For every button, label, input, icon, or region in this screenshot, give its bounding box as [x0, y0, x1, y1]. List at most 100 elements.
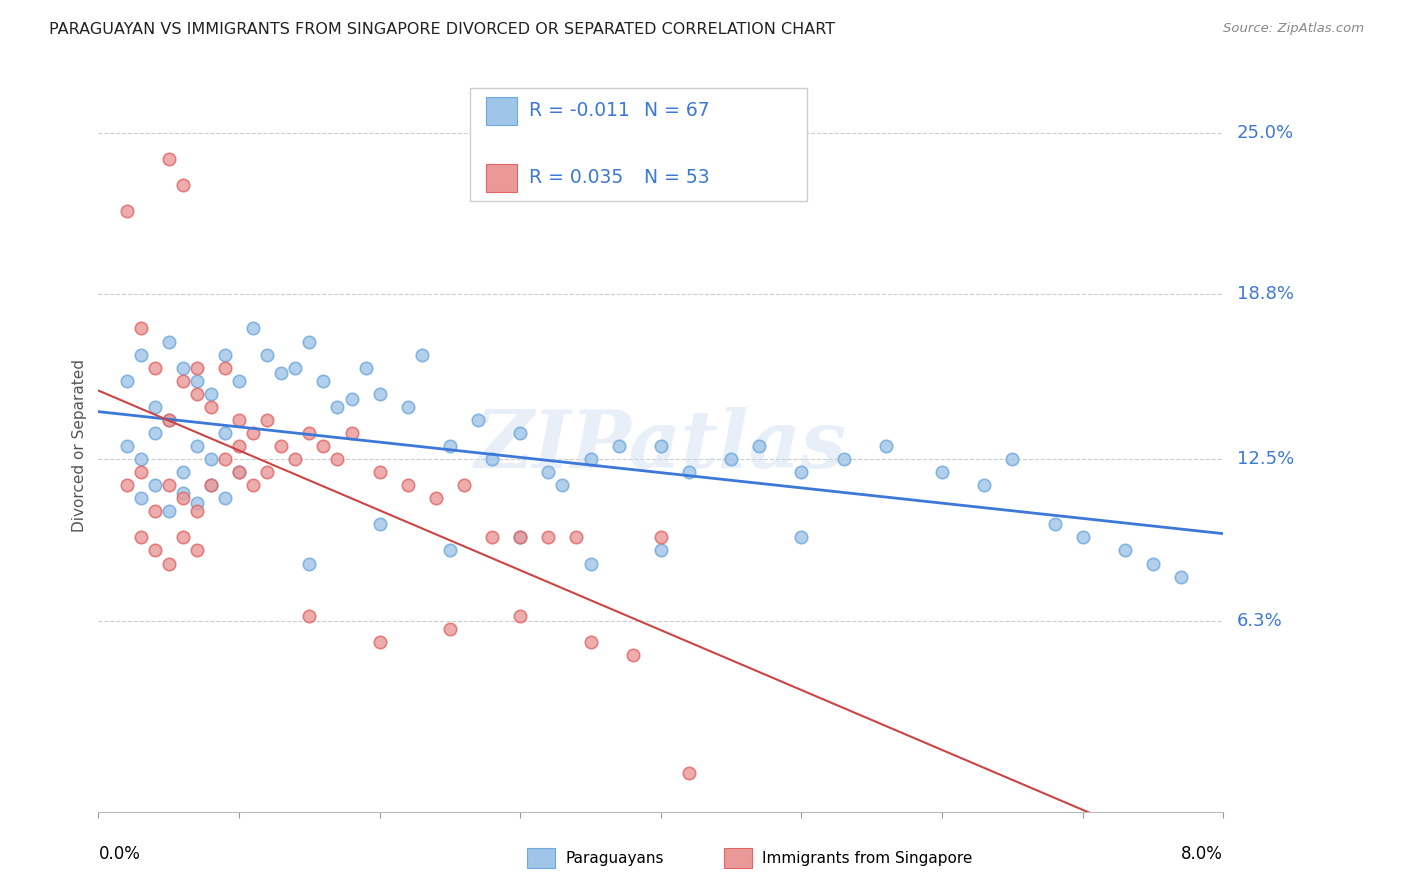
Point [172, 486, 194, 500]
Point [228, 465, 250, 479]
Point [790, 465, 813, 479]
Point [1001, 452, 1024, 467]
Point [186, 504, 208, 518]
Point [186, 386, 208, 401]
Point [186, 439, 208, 453]
Text: R = -0.011: R = -0.011 [529, 102, 630, 120]
Point [1142, 557, 1164, 571]
Point [650, 439, 672, 453]
Point [129, 321, 152, 335]
Point [439, 622, 461, 636]
Point [650, 543, 672, 558]
Point [157, 413, 180, 427]
Point [228, 465, 250, 479]
Point [214, 348, 236, 362]
Text: 8.0%: 8.0% [1181, 845, 1223, 863]
Point [214, 491, 236, 506]
Point [115, 439, 138, 453]
Point [607, 439, 630, 453]
Point [228, 413, 250, 427]
Point [579, 635, 602, 649]
Point [368, 465, 391, 479]
Point [720, 452, 742, 467]
Point [931, 465, 953, 479]
Text: Source: ZipAtlas.com: Source: ZipAtlas.com [1223, 22, 1364, 36]
Point [200, 400, 222, 414]
Text: ZIPatlas: ZIPatlas [475, 408, 846, 484]
Point [242, 478, 264, 492]
Point [242, 321, 264, 335]
Point [1071, 530, 1094, 544]
Point [509, 608, 531, 623]
Text: R = 0.035: R = 0.035 [529, 169, 623, 187]
Point [200, 478, 222, 492]
Point [200, 452, 222, 467]
Point [129, 465, 152, 479]
Point [186, 374, 208, 388]
Text: 6.3%: 6.3% [1237, 612, 1282, 630]
Point [537, 465, 560, 479]
Point [312, 439, 335, 453]
Point [214, 360, 236, 375]
Point [326, 400, 349, 414]
Point [172, 465, 194, 479]
Point [298, 425, 321, 440]
Point [565, 530, 588, 544]
Point [411, 348, 433, 362]
Point [368, 635, 391, 649]
Point [186, 360, 208, 375]
Point [129, 452, 152, 467]
Point [396, 400, 419, 414]
Point [509, 425, 531, 440]
Point [579, 452, 602, 467]
Text: PARAGUAYAN VS IMMIGRANTS FROM SINGAPORE DIVORCED OR SEPARATED CORRELATION CHART: PARAGUAYAN VS IMMIGRANTS FROM SINGAPORE … [49, 22, 835, 37]
Text: 0.0%: 0.0% [98, 845, 141, 863]
Point [200, 478, 222, 492]
Point [439, 439, 461, 453]
Point [312, 374, 335, 388]
Point [172, 360, 194, 375]
Point [509, 530, 531, 544]
Point [368, 517, 391, 532]
Point [129, 530, 152, 544]
Point [467, 413, 489, 427]
Point [354, 360, 377, 375]
Point [214, 452, 236, 467]
Point [270, 366, 292, 380]
Point [1114, 543, 1136, 558]
Point [186, 496, 208, 510]
Point [790, 530, 813, 544]
Point [143, 400, 166, 414]
Point [115, 203, 138, 218]
Point [973, 478, 995, 492]
Point [678, 765, 700, 780]
Point [1170, 569, 1192, 583]
Point [256, 348, 278, 362]
Point [143, 478, 166, 492]
Text: 12.5%: 12.5% [1237, 450, 1295, 468]
Text: 18.8%: 18.8% [1237, 285, 1294, 303]
Point [157, 152, 180, 166]
Point [143, 543, 166, 558]
Point [143, 504, 166, 518]
Point [157, 413, 180, 427]
Point [425, 491, 447, 506]
Text: Paraguayans: Paraguayans [565, 851, 664, 865]
Point [172, 374, 194, 388]
Point [1043, 517, 1066, 532]
Point [129, 348, 152, 362]
Y-axis label: Divorced or Separated: Divorced or Separated [72, 359, 87, 533]
Point [621, 648, 644, 662]
Point [298, 608, 321, 623]
Point [551, 478, 574, 492]
Point [157, 557, 180, 571]
Point [579, 557, 602, 571]
Point [129, 491, 152, 506]
Point [214, 425, 236, 440]
Text: N = 67: N = 67 [644, 102, 710, 120]
Point [172, 530, 194, 544]
Point [256, 465, 278, 479]
Point [875, 439, 897, 453]
Point [340, 392, 363, 406]
Point [453, 478, 475, 492]
